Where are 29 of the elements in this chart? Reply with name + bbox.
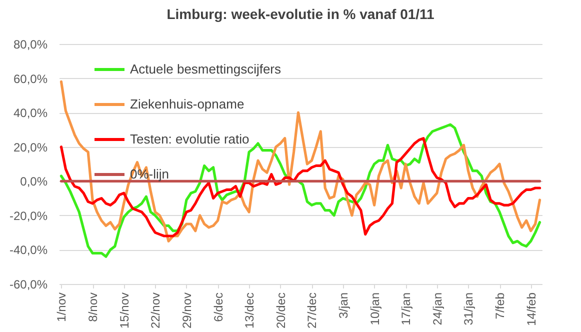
x-tick-label: 13/dec	[242, 292, 257, 329]
x-tick-label: 8/nov	[86, 292, 100, 322]
y-tick-label: 40,0%	[13, 106, 48, 120]
x-tick-label: 10/jan	[368, 292, 382, 326]
x-tick-label: 27/dec	[305, 292, 320, 329]
x-tick-label: 15/nov	[117, 292, 132, 329]
x-tick-label: 20/dec	[274, 292, 288, 329]
legend-label: Ziekenhuis-opname	[130, 96, 244, 112]
legend-label: Actuele besmettingscijfers	[130, 62, 282, 76]
y-tick-label: 60,0%	[13, 72, 48, 86]
x-tick-label: 22/nov	[148, 292, 163, 329]
x-tick-label: 14/feb	[524, 292, 538, 326]
x-tick-label: 3/jan	[336, 292, 350, 319]
chart-title: Limburg: week-evolutie in % vanaf 01/11	[166, 6, 435, 22]
x-tick-label: 29/nov	[180, 292, 194, 329]
x-tick-label: 31/jan	[462, 292, 476, 326]
y-tick-label: 0,0%	[20, 174, 48, 189]
x-tick-label: 24/jan	[430, 292, 444, 326]
y-tick-label: 20,0%	[13, 140, 48, 154]
x-tick-label: 1/nov	[54, 292, 69, 322]
line-series	[60, 80, 542, 242]
x-tick-label: 7/feb	[493, 292, 508, 320]
y-tick-label: 80,0%	[13, 38, 48, 52]
x-tick-label: 17/jan	[399, 292, 414, 326]
y-tick-label: -60,0%	[9, 278, 48, 292]
legend-label: Testen: evolutie ratio	[130, 132, 250, 146]
y-tick-label: -20,0%	[9, 208, 48, 223]
y-tick-label: -40,0%	[9, 243, 48, 258]
x-tick-label: 6/dec	[211, 292, 226, 322]
